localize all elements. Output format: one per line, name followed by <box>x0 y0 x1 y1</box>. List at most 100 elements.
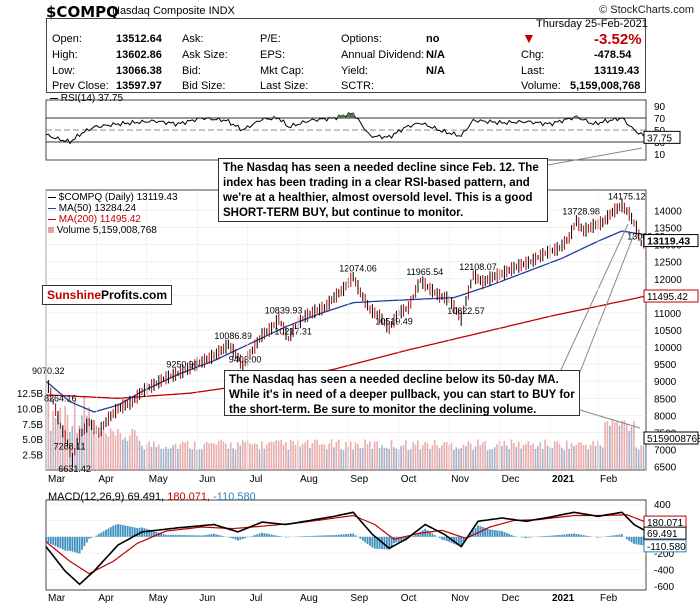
volume-bar <box>234 449 237 470</box>
macd-histogram-bar <box>304 536 307 537</box>
volume-bar <box>462 444 465 470</box>
macd-histogram-bar <box>474 527 477 537</box>
volume-bar <box>306 439 309 470</box>
volume-bar <box>174 443 177 470</box>
macd-histogram-bar <box>486 528 489 537</box>
volume-bar <box>114 435 117 470</box>
macd-histogram-bar <box>162 534 165 537</box>
volume-bar <box>349 441 352 470</box>
x-axis-month-label-macd: Oct <box>401 593 417 603</box>
rsi-tick-label: 10 <box>654 150 666 161</box>
macd-histogram-bar <box>299 536 302 537</box>
volume-bar <box>241 440 244 470</box>
volume-bar <box>573 446 575 470</box>
volume-bar <box>563 450 566 470</box>
macd-histogram-bar <box>335 534 338 537</box>
volume-bar <box>345 442 347 470</box>
price-point-label: 14175.12 <box>608 192 646 202</box>
volume-bar <box>436 444 438 470</box>
volume-bar <box>486 450 489 470</box>
volume-bar <box>205 441 208 470</box>
volume-bar <box>273 441 275 470</box>
macd-histogram-bar <box>155 531 158 537</box>
x-axis-month-label-price: 2021 <box>552 474 575 485</box>
macd-histogram-bar <box>393 536 395 544</box>
volume-bar <box>508 449 510 470</box>
macd-histogram-bar <box>268 534 271 537</box>
volume-bar <box>292 441 294 470</box>
volume-bar <box>611 418 614 470</box>
macd-histogram-bar <box>597 536 599 538</box>
macd-histogram-bar <box>419 531 422 537</box>
volume-bar <box>522 445 525 470</box>
volume-bar <box>268 442 270 470</box>
low-value: 13066.38 <box>116 65 162 77</box>
macd-histogram-bar <box>433 535 436 537</box>
macd-histogram-bar <box>186 535 189 537</box>
volume-bar <box>424 442 426 470</box>
volume-bar <box>160 448 162 470</box>
volume-bar <box>433 440 436 470</box>
price-right-label: 11495.42 <box>647 292 688 303</box>
macd-histogram-bar <box>585 535 587 537</box>
volume-bar <box>429 449 431 470</box>
macd-histogram-bar <box>311 535 314 537</box>
macd-histogram-bar <box>441 536 443 540</box>
macd-histogram-bar <box>481 527 484 537</box>
volume-bar <box>143 449 146 470</box>
price-point-label: 9250.96 <box>166 360 199 370</box>
volume-bar <box>570 443 573 470</box>
ma50-legend-swatch <box>48 207 56 209</box>
volume-bar <box>481 442 484 470</box>
volume-bar <box>359 448 362 470</box>
macd-histogram-bar <box>263 533 266 537</box>
macd-histogram-bar <box>172 534 175 537</box>
volume-bar <box>186 441 189 470</box>
volume-bar <box>112 431 114 470</box>
macd-histogram-bar <box>66 536 69 551</box>
volume-bar <box>309 448 311 470</box>
volume-bar <box>88 407 90 470</box>
mkt-cap-label: Mkt Cap: <box>260 65 305 77</box>
stockcharts-credit: © StockCharts.com <box>599 4 694 16</box>
macd-histogram-bar <box>54 536 57 547</box>
volume-bar <box>606 420 609 470</box>
macd-histogram-bar <box>556 535 559 537</box>
volume-bar <box>532 443 534 470</box>
volume-bar <box>565 440 568 470</box>
eps-label: EPS: <box>260 49 286 61</box>
macd-histogram-bar <box>256 534 259 537</box>
macd-histogram-bar <box>349 533 352 537</box>
high-value: 13602.86 <box>116 49 162 61</box>
macd-histogram-bar <box>577 534 580 537</box>
volume-bar <box>441 445 443 470</box>
volume-bar <box>400 445 402 470</box>
volume-bar <box>285 442 287 470</box>
macd-histogram-bar <box>78 536 81 554</box>
macd-histogram-bar <box>508 534 511 537</box>
volume-bar <box>539 442 542 470</box>
macd-histogram-bar <box>133 527 136 537</box>
macd-histogram-bar <box>503 532 506 537</box>
macd-histogram-bar <box>625 536 628 540</box>
volume-bar <box>117 428 119 470</box>
volume-bar <box>251 444 254 470</box>
macd-histogram-bar <box>539 536 542 537</box>
price-point-label: 10519.49 <box>375 316 413 326</box>
volume-bar <box>621 420 623 470</box>
macd-histogram-bar <box>640 536 643 546</box>
volume-bar <box>321 444 323 470</box>
ma200-legend-text: MA(200) 11495.42 <box>58 214 141 225</box>
macd-histogram-bar <box>328 535 331 537</box>
macd-histogram-bar <box>405 536 407 540</box>
volume-bar <box>623 420 626 470</box>
macd-histogram-bar <box>395 536 398 543</box>
macd-histogram-bar <box>220 535 223 537</box>
x-axis-month-label-price: Aug <box>300 474 318 485</box>
quote-date: Thursday 25-Feb-2021 <box>536 18 648 30</box>
macd-histogram-bar <box>385 536 388 550</box>
price-tick-label: 7000 <box>654 446 677 457</box>
volume-bar <box>407 450 410 470</box>
price-point-label: 6631.42 <box>58 464 91 474</box>
